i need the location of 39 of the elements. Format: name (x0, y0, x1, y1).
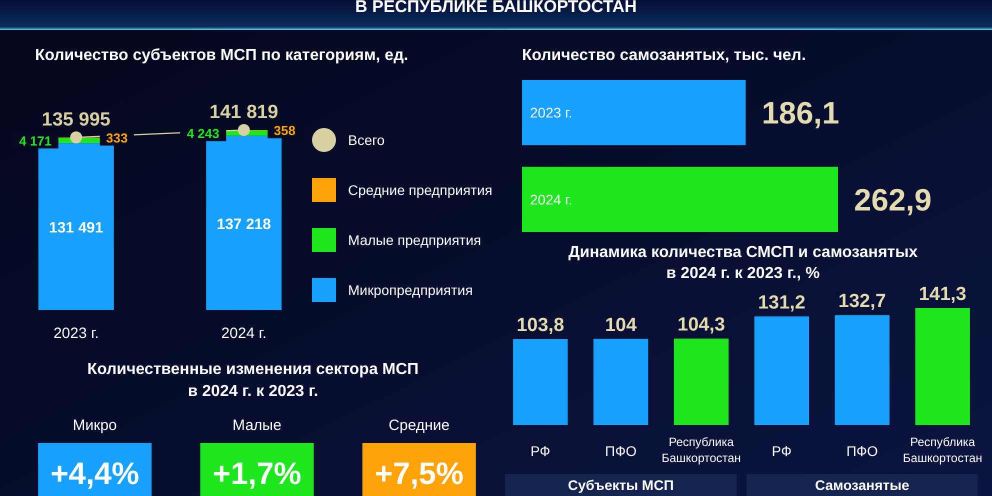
legend-label: Всего (348, 132, 385, 148)
x-tick-label: ПФО (605, 443, 637, 459)
data-label: 104,3 (678, 314, 726, 336)
data-label: 137 218 (216, 216, 271, 233)
data-label: 141 819 (210, 102, 278, 123)
x-tick-label: Республика Башкортостан (902, 435, 982, 465)
text: Самозанятые (814, 477, 910, 493)
data-label: 131,2 (758, 292, 806, 314)
data-label: 262,9 (854, 182, 932, 218)
data-label: 4 171 (19, 133, 52, 148)
legend-label: Микропредприятия (348, 282, 473, 298)
data-label: +4,4% (50, 456, 140, 491)
x-tick-label: РФ (772, 443, 792, 459)
data-label: 141,3 (918, 284, 966, 305)
chart-title: Динамика количества СМСП и самозанятых в 2024 г. к 2023 г., % (568, 244, 918, 282)
data-label: 186,1 (762, 96, 840, 131)
text: Количественные изменения сектора МСП в 2024 г. к 2023 г. (87, 361, 419, 400)
category-label: Средние (388, 417, 450, 434)
x-tick-label: Республика Башкортостан (662, 435, 741, 465)
data-label: 131 491 (49, 220, 104, 237)
legend-label: Средние предприятия (348, 182, 492, 198)
category-label: Микро (72, 417, 117, 434)
text: В РЕСПУБЛИКЕ БАШКОРТОСТАН (355, 0, 637, 16)
data-label: 132,7 (838, 291, 886, 312)
text: Субъекты МСП (568, 477, 674, 493)
data-label: +1,7% (212, 456, 302, 491)
text: Количество субъектов МСП по категориям, ед. (35, 47, 408, 64)
data-label: 333 (106, 130, 128, 146)
category-label: Малые (232, 417, 282, 434)
data-label: 4 243 (186, 126, 220, 142)
legend-label: Малые предприятия (348, 232, 482, 248)
data-label: 103,8 (516, 315, 564, 336)
chart-title: Количество самозанятых, тыс. чел. (522, 47, 806, 64)
data-label: +7,5% (374, 456, 464, 491)
x-tick-label: РФ (530, 443, 550, 459)
data-label: 104 (604, 314, 638, 336)
x-tick-label: ПФО (846, 443, 878, 459)
data-label: 135 995 (42, 109, 111, 130)
data-label: 358 (274, 123, 296, 138)
